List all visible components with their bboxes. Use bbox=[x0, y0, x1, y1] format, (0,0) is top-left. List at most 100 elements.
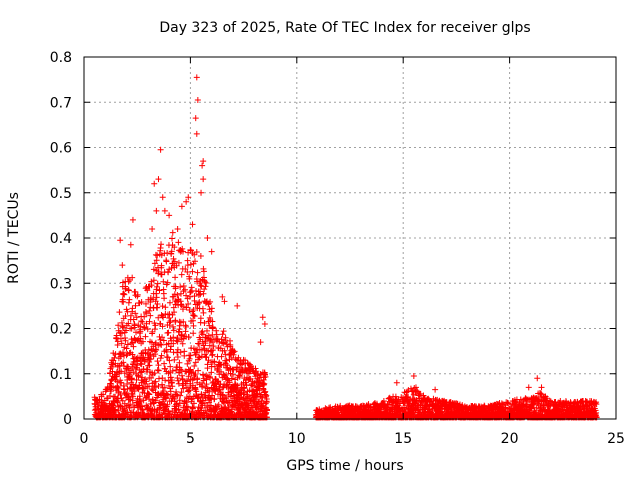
data-point-728 bbox=[158, 341, 165, 348]
data-point-1058 bbox=[186, 275, 193, 282]
data-point-1293 bbox=[206, 322, 213, 329]
data-point-773 bbox=[162, 365, 169, 372]
data-point-525 bbox=[140, 324, 147, 331]
y-tick-label-3: 0.3 bbox=[50, 276, 72, 292]
data-point-802 bbox=[164, 279, 171, 286]
data-point-1323 bbox=[208, 305, 215, 312]
data-point-1428 bbox=[217, 389, 224, 396]
data-point-1169 bbox=[195, 300, 202, 307]
data-point-686 bbox=[154, 366, 161, 373]
data-point-496 bbox=[138, 361, 145, 368]
data-point-736 bbox=[159, 381, 166, 388]
data-point-970 bbox=[178, 372, 185, 379]
data-point-1018 bbox=[183, 323, 190, 330]
data-point-520 bbox=[140, 365, 147, 372]
data-point-738 bbox=[159, 334, 166, 341]
data-point-932 bbox=[175, 406, 182, 413]
data-point-676 bbox=[153, 283, 160, 290]
data-point-1123 bbox=[191, 258, 198, 265]
data-point-506 bbox=[139, 318, 146, 325]
data-point-788 bbox=[163, 258, 170, 265]
data-point-1160 bbox=[195, 367, 202, 374]
data-point-660 bbox=[152, 389, 159, 396]
data-point-321 bbox=[123, 352, 130, 359]
data-point-471 bbox=[136, 384, 143, 391]
data-point-2403 bbox=[367, 404, 374, 411]
data-point-787 bbox=[163, 390, 170, 397]
data-point-732 bbox=[158, 352, 165, 359]
data-point-178 bbox=[111, 354, 118, 361]
data-point-917 bbox=[174, 291, 181, 298]
data-point-1155 bbox=[194, 269, 201, 276]
data-point-880 bbox=[171, 244, 178, 251]
data-point-564 bbox=[144, 287, 151, 294]
data-point-651 bbox=[151, 370, 158, 377]
data-point-1202 bbox=[198, 404, 205, 411]
data-point-1171 bbox=[196, 340, 203, 347]
data-point-658 bbox=[152, 322, 159, 329]
data-point-862 bbox=[169, 229, 176, 236]
data-point-847 bbox=[168, 264, 175, 271]
data-point-1144 bbox=[193, 249, 200, 256]
data-point-1074 bbox=[187, 352, 194, 359]
data-point-757 bbox=[160, 337, 167, 344]
data-point-998 bbox=[181, 352, 188, 359]
data-point-1145 bbox=[193, 349, 200, 356]
data-point-1971 bbox=[264, 406, 271, 413]
data-point-1952 bbox=[262, 373, 269, 380]
data-point-1228 bbox=[200, 375, 207, 382]
data-point-1334 bbox=[209, 347, 216, 354]
data-point-1 bbox=[91, 400, 98, 407]
data-point-614 bbox=[148, 282, 155, 289]
chart-title: Day 323 of 2025, Rate Of TEC Index for r… bbox=[159, 20, 530, 36]
data-point-664 bbox=[152, 384, 159, 391]
data-point-499 bbox=[138, 403, 145, 410]
data-point-1229 bbox=[200, 268, 207, 275]
x-tick-label-0: 0 bbox=[80, 431, 89, 447]
data-point-915 bbox=[174, 349, 181, 356]
data-point-1115 bbox=[191, 251, 198, 258]
grid-lines bbox=[84, 57, 616, 419]
data-point-214 bbox=[114, 383, 121, 390]
data-point-1968 bbox=[263, 399, 270, 406]
data-point-334 bbox=[124, 341, 131, 348]
data-point-456 bbox=[135, 372, 142, 379]
data-point-504 bbox=[139, 374, 146, 381]
data-point-302 bbox=[122, 335, 129, 342]
data-point-730 bbox=[158, 262, 165, 269]
data-point-258 bbox=[118, 368, 125, 375]
data-point-1557 bbox=[228, 354, 235, 361]
data-point-1099 bbox=[189, 405, 196, 412]
data-point-1042 bbox=[185, 301, 192, 308]
data-point-869 bbox=[170, 340, 177, 347]
data-point-629 bbox=[149, 396, 156, 403]
data-point-1475 bbox=[221, 394, 228, 401]
data-point-1012 bbox=[182, 322, 189, 329]
data-point-1327 bbox=[209, 318, 216, 325]
data-point-855 bbox=[169, 377, 176, 384]
data-point-282 bbox=[120, 359, 127, 366]
data-point-385 bbox=[129, 274, 136, 281]
data-point-981 bbox=[179, 340, 186, 347]
data-point-208 bbox=[114, 378, 121, 385]
data-point-346 bbox=[125, 287, 132, 294]
data-point-1301 bbox=[207, 375, 214, 382]
data-point-1491 bbox=[223, 371, 230, 378]
data-point-447 bbox=[134, 293, 141, 300]
data-point-1351 bbox=[211, 395, 218, 402]
data-point-533 bbox=[141, 324, 148, 331]
y-axis-label: ROTI / TECUs bbox=[6, 192, 22, 284]
x-tick-label-4: 20 bbox=[501, 431, 519, 447]
data-point-1534 bbox=[226, 409, 233, 416]
data-point-261 bbox=[118, 395, 125, 402]
data-point-424 bbox=[132, 302, 139, 309]
data-point-288 bbox=[120, 382, 127, 389]
data-point-697 bbox=[155, 367, 162, 374]
data-point-824 bbox=[166, 357, 173, 364]
data-point-795 bbox=[163, 348, 170, 355]
data-point-231 bbox=[115, 388, 122, 395]
data-point-671 bbox=[153, 409, 160, 416]
data-point-720 bbox=[157, 245, 164, 252]
data-point-1073 bbox=[187, 289, 194, 296]
data-point-1484 bbox=[222, 334, 229, 341]
